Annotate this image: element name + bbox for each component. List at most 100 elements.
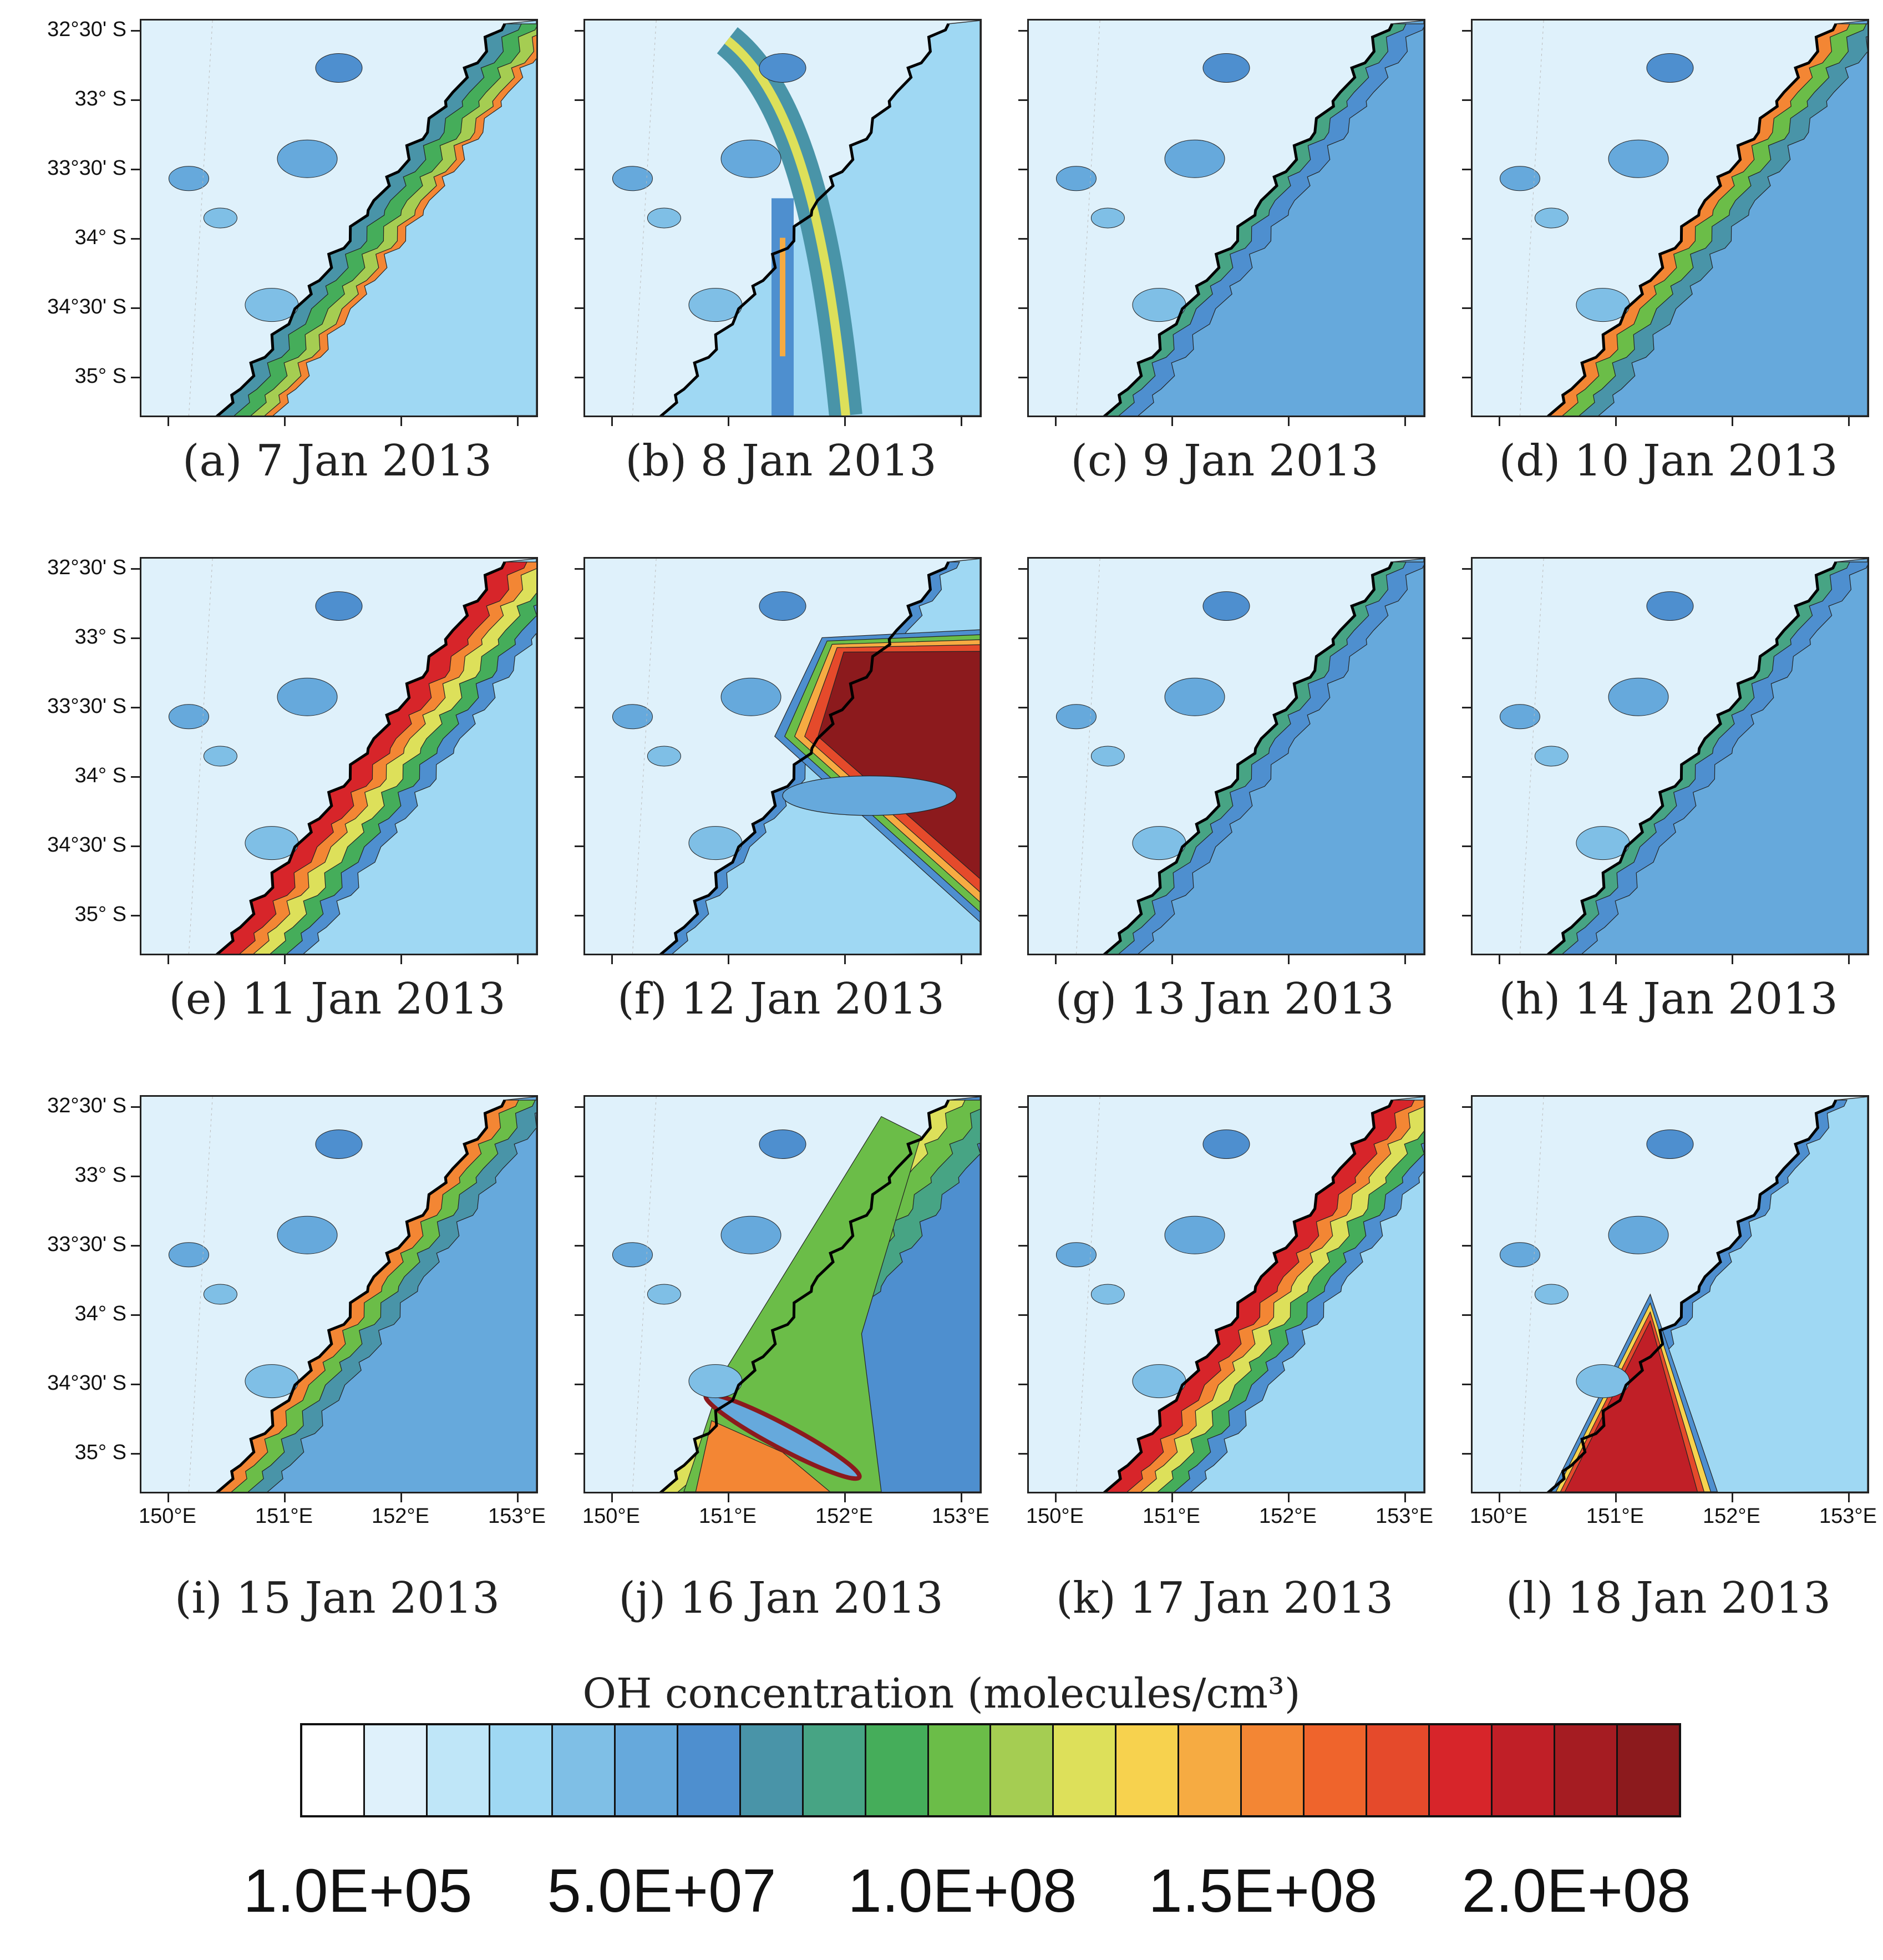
contour-blob: [1202, 1129, 1250, 1159]
lat-tick: [1462, 637, 1471, 639]
lat-tick: [1462, 377, 1471, 378]
lat-tick: [1018, 1106, 1027, 1108]
lon-tick: [1848, 417, 1850, 426]
lat-tick: [575, 169, 583, 170]
contour-blob: [277, 677, 338, 716]
panel-caption: (i) 15 Jan 2013: [175, 1573, 500, 1623]
lat-tick: [1462, 30, 1471, 32]
lon-tick: [400, 417, 402, 426]
lat-tick: [575, 1453, 583, 1455]
map-plot: [583, 557, 982, 955]
colorbar-swatch: [490, 1725, 553, 1815]
contour-blob: [1132, 826, 1186, 860]
lat-tick: [575, 1245, 583, 1247]
contour-blob: [759, 1129, 806, 1159]
lat-tick: [575, 1176, 583, 1177]
colorbar-swatch: [364, 1725, 428, 1815]
contour-blob: [1576, 288, 1630, 322]
lon-label: 153°E: [1376, 1505, 1433, 1528]
colorbar-tick-label: 1.0E+08: [847, 1857, 1077, 1925]
contour-blob: [647, 746, 681, 767]
colorbar-tick-label: 5.0E+07: [547, 1857, 776, 1925]
lat-tick: [1018, 307, 1027, 309]
lat-label: 35° S: [74, 364, 126, 388]
concentration-plume: [1564, 1320, 1698, 1492]
contour-blob: [1164, 1215, 1225, 1254]
lat-tick: [575, 707, 583, 708]
lon-tick: [168, 1493, 169, 1502]
lat-tick: [131, 238, 140, 240]
lat-tick: [131, 568, 140, 570]
colorbar-swatch: [1430, 1725, 1493, 1815]
lat-tick: [1018, 637, 1027, 639]
coastline: [659, 1099, 950, 1492]
panel-caption: (h) 14 Jan 2013: [1499, 974, 1838, 1024]
colorbar-swatch: [991, 1725, 1054, 1815]
lat-tick: [131, 1314, 140, 1316]
lat-tick: [1462, 99, 1471, 101]
colorbar-swatch: [1116, 1725, 1180, 1815]
contour-blob: [203, 1284, 237, 1305]
lon-tick: [517, 1493, 519, 1502]
lat-tick: [1018, 99, 1027, 101]
lon-tick: [1499, 417, 1500, 426]
lat-label: 33° S: [74, 625, 126, 649]
lon-tick: [1499, 1493, 1500, 1502]
lon-tick: [1055, 417, 1057, 426]
plume-gap: [782, 776, 957, 816]
lat-tick: [131, 307, 140, 309]
contour-blob: [1055, 1242, 1097, 1268]
lat-tick: [131, 30, 140, 32]
plume-streak-core: [724, 37, 850, 416]
map-plot: [1027, 1095, 1425, 1493]
panel-caption: (e) 11 Jan 2013: [169, 974, 506, 1024]
colorbar-swatch: [678, 1725, 741, 1815]
lat-tick: [1018, 1384, 1027, 1385]
contour-blob: [1576, 826, 1630, 860]
lat-tick: [1462, 707, 1471, 708]
lon-label: 153°E: [488, 1505, 546, 1528]
contour-blob: [1608, 139, 1669, 178]
coastline: [659, 561, 950, 954]
lat-label: 33°30' S: [47, 695, 126, 718]
lon-tick: [844, 417, 846, 426]
lat-tick: [1462, 1106, 1471, 1108]
map-plot: [583, 1095, 982, 1493]
colorbar-swatch: [1618, 1725, 1679, 1815]
lat-tick: [1018, 776, 1027, 778]
lon-tick: [1404, 1493, 1406, 1502]
panel-caption: (j) 16 Jan 2013: [618, 1573, 943, 1623]
lon-tick: [517, 417, 519, 426]
lon-tick: [168, 417, 169, 426]
lat-tick: [1018, 1245, 1027, 1247]
lat-label: 33°30' S: [47, 1233, 126, 1256]
lon-tick: [611, 955, 613, 964]
lat-tick: [575, 776, 583, 778]
lat-tick: [1462, 1176, 1471, 1177]
panel-caption: (d) 10 Jan 2013: [1499, 436, 1838, 486]
lat-tick: [1462, 238, 1471, 240]
map-plot: [1471, 557, 1869, 955]
lon-tick: [1171, 417, 1173, 426]
contour-blob: [688, 826, 743, 860]
panel-caption: (l) 18 Jan 2013: [1506, 1573, 1831, 1623]
lat-label: 35° S: [74, 903, 126, 926]
lat-label: 34°30' S: [47, 1371, 126, 1395]
colorbar-swatch: [803, 1725, 866, 1815]
contour-blob: [315, 53, 363, 83]
lon-tick: [1055, 1493, 1057, 1502]
lon-tick: [400, 1493, 402, 1502]
lat-label: 33° S: [74, 87, 126, 110]
contour-blob: [245, 288, 299, 322]
colorbar-swatch: [1367, 1725, 1430, 1815]
lon-label: 153°E: [932, 1505, 989, 1528]
lat-tick: [1018, 915, 1027, 916]
contour-blob: [1534, 1284, 1569, 1305]
lat-tick: [1462, 1245, 1471, 1247]
lon-label: 152°E: [815, 1505, 873, 1528]
contour-blob: [315, 591, 363, 621]
lon-tick: [517, 955, 519, 964]
lon-label: 150°E: [139, 1505, 196, 1528]
contour-blob: [1202, 53, 1250, 83]
lon-label: 150°E: [582, 1505, 640, 1528]
